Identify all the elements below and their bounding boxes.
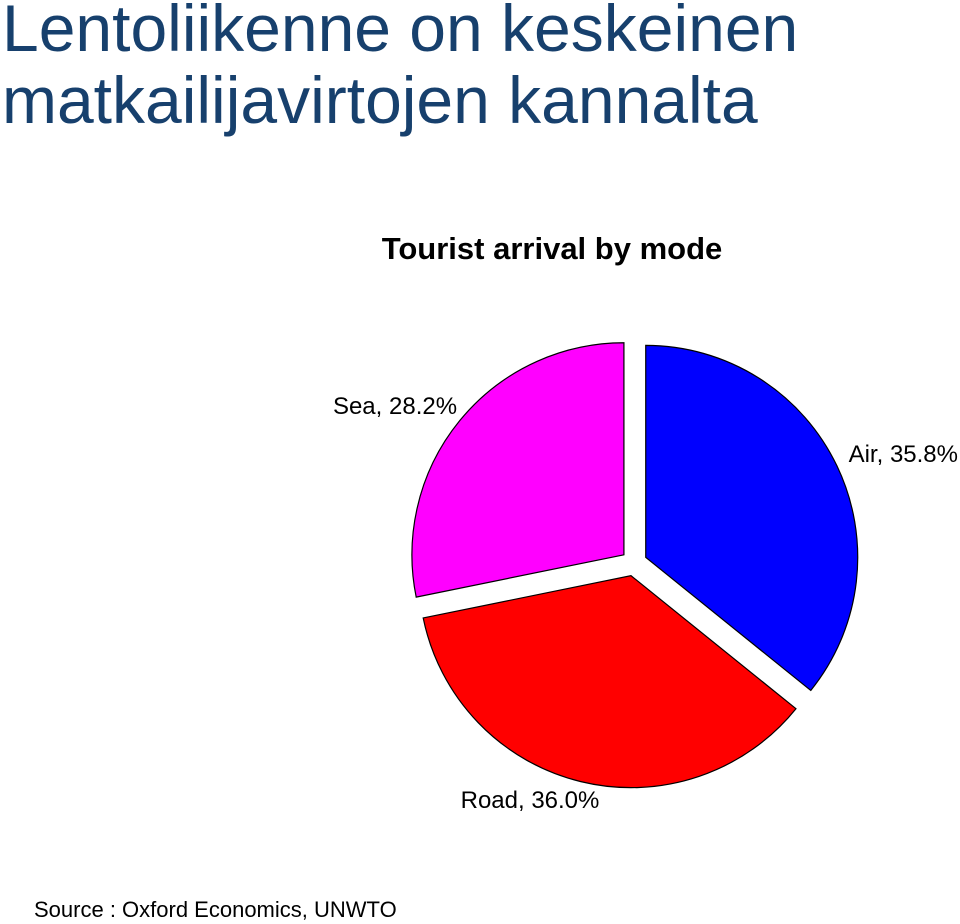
pie-slice-sea bbox=[411, 342, 625, 598]
pie-slice-air bbox=[645, 344, 859, 692]
slide-title: Lentoliikenne on keskeinen matkailijavir… bbox=[2, 0, 798, 136]
slice-label-sea: Sea, 28.2% bbox=[333, 393, 457, 420]
pie-slices bbox=[411, 342, 859, 789]
slice-label-road: Road, 36.0% bbox=[461, 787, 600, 814]
chart-title: Tourist arrival by mode bbox=[382, 231, 723, 266]
slide-title-line-2: matkailijavirtojen kannalta bbox=[2, 63, 758, 137]
pie-labels: Air, 35.8% Road, 36.0% Sea, 28.2% bbox=[333, 393, 958, 814]
pie-slice-road bbox=[422, 574, 797, 789]
pie-chart: Tourist arrival by mode Air, 35.8% Road, … bbox=[333, 231, 958, 814]
slide-title-line-1: Lentoliikenne on keskeinen bbox=[2, 0, 799, 65]
source-note: Source : Oxford Economics, UNWTO bbox=[34, 897, 397, 922]
slice-label-air: Air, 35.8% bbox=[849, 441, 958, 468]
